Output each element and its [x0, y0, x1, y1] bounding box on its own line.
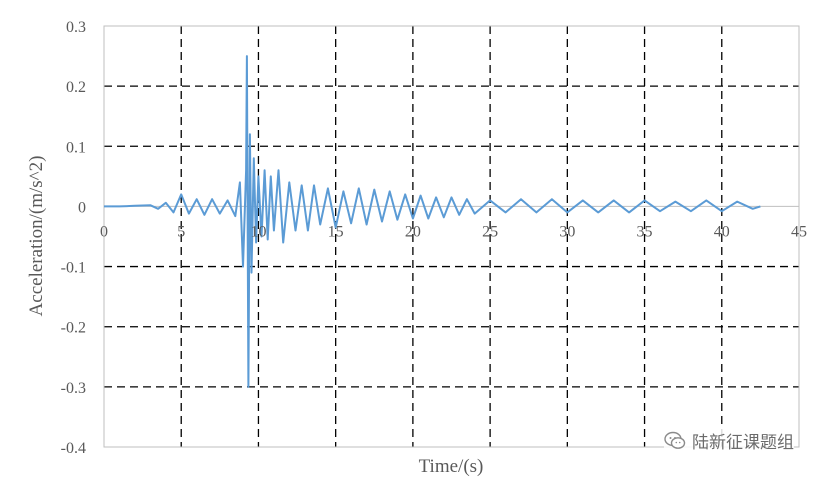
- y-tick-label: 0.1: [66, 139, 86, 156]
- y-tick-label: 0.2: [66, 79, 86, 96]
- grid: [104, 26, 799, 447]
- y-tick-label: -0.1: [61, 260, 86, 277]
- wechat-icon: [664, 431, 686, 449]
- x-tick-label: 35: [637, 223, 653, 240]
- x-tick-label: 0: [100, 223, 108, 240]
- y-tick-label: -0.4: [61, 440, 86, 457]
- x-tick-label: 45: [791, 223, 807, 240]
- x-tick-label: 5: [177, 223, 185, 240]
- x-tick-labels: 0 5 10 15 20 25 30 35 40 45: [100, 223, 807, 240]
- x-tick-label: 30: [559, 223, 575, 240]
- y-axis-title: Acceleration/(m/s^2): [26, 156, 47, 317]
- x-axis-title: Time/(s): [419, 456, 484, 477]
- y-tick-label: -0.2: [61, 320, 86, 337]
- x-tick-label: 20: [405, 223, 421, 240]
- plot-frame: [103, 25, 800, 448]
- series-line-acceleration: [104, 55, 761, 388]
- x-tick-label: 15: [328, 223, 344, 240]
- watermark: 陆新征课题组: [664, 428, 794, 453]
- x-tick-label: 40: [714, 223, 730, 240]
- y-tick-label: 0: [78, 199, 86, 216]
- watermark-text: 陆新征课题组: [692, 433, 794, 453]
- y-tick-label: -0.3: [61, 380, 86, 397]
- x-tick-label: 10: [250, 223, 266, 240]
- x-tick-label: 25: [482, 223, 498, 240]
- y-tick-label: 0.3: [66, 19, 86, 36]
- y-tick-labels: 0.3 0.2 0.1 0 -0.1 -0.2 -0.3 -0.4: [61, 19, 86, 457]
